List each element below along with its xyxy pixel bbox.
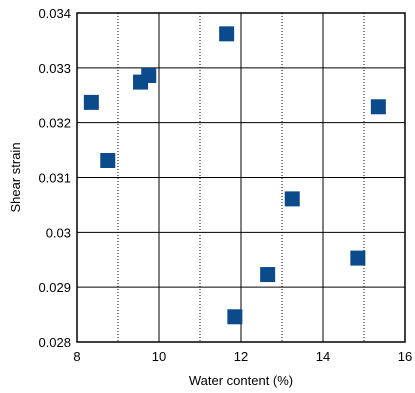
x-tick-label: 12 [234, 349, 248, 364]
grid-lines [77, 13, 405, 342]
x-tick-label: 8 [73, 349, 80, 364]
data-points [83, 26, 386, 325]
y-tick-label: 0.033 [38, 61, 71, 76]
data-point [284, 191, 300, 207]
y-tick-label: 0.028 [38, 335, 71, 350]
data-point [83, 94, 99, 110]
plot-frame [76, 12, 406, 343]
data-point [260, 267, 276, 283]
y-tick-label: 0.03 [46, 225, 71, 240]
y-axis-label: Shear strain [8, 142, 23, 212]
y-tick-label: 0.031 [38, 171, 71, 186]
y-tick-label: 0.029 [38, 280, 71, 295]
x-tick-label: 16 [398, 349, 412, 364]
y-tick-label: 0.034 [38, 6, 71, 21]
y-tick-label: 0.032 [38, 116, 71, 131]
x-tick-label: 14 [316, 349, 330, 364]
data-point [350, 250, 366, 266]
data-point [100, 153, 116, 169]
data-point [227, 309, 243, 325]
x-axis-label: Water content (%) [189, 373, 293, 388]
data-point [219, 26, 235, 42]
tick-labels: 8 10 12 14 16 0.028 0.029 0.03 0.031 0.032 0.033 0.… [38, 6, 412, 364]
data-point [141, 68, 157, 84]
data-point [370, 99, 386, 115]
x-tick-label: 10 [152, 349, 166, 364]
